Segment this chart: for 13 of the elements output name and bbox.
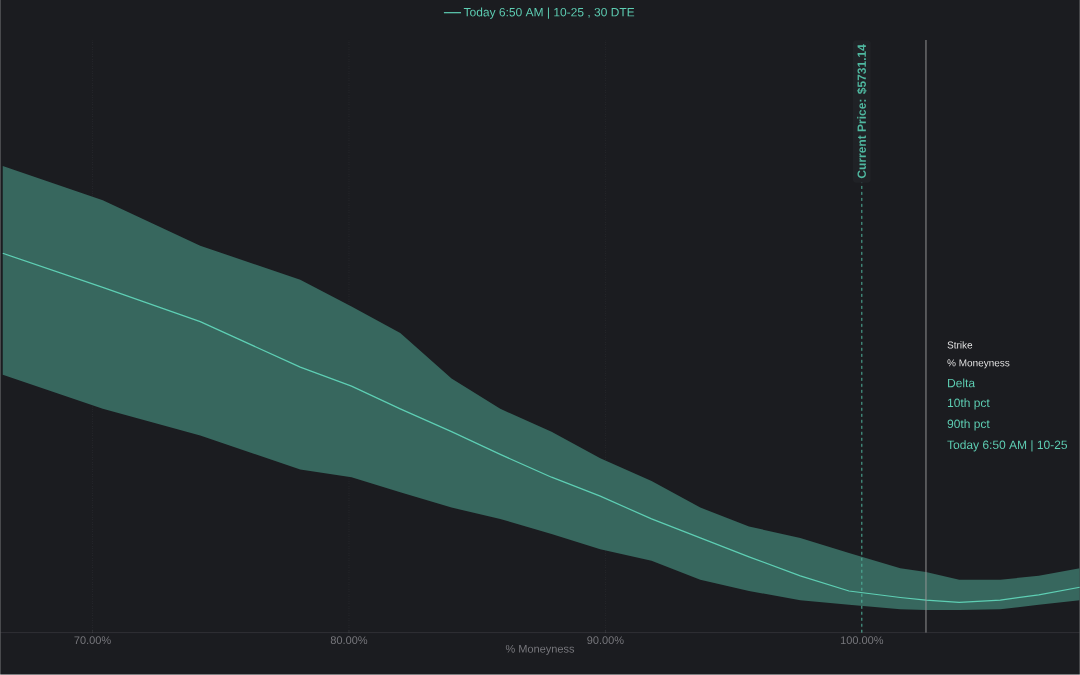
annotation: Today 6:50 AM | 10-25 [947,440,1068,452]
x-tick-label: 100.00% [840,636,884,645]
x-tick-label: 70.00% [74,636,111,645]
x-tick-label: 80.00% [330,636,368,645]
x-axis-title: % Moneyness [505,645,575,655]
legend-label: Today 6:50 AM | 10-25 , 30 DTE [463,7,635,19]
x-tick-label: 90.00% [587,636,624,645]
annotation: 10th pct [947,398,990,410]
annotation: Delta [948,378,976,388]
annotation: Strike [947,341,973,349]
annotation: % Moneyness [947,359,1010,369]
text: Current Price: $5731.14 [856,44,867,179]
annotation: 90th pct [947,419,990,431]
